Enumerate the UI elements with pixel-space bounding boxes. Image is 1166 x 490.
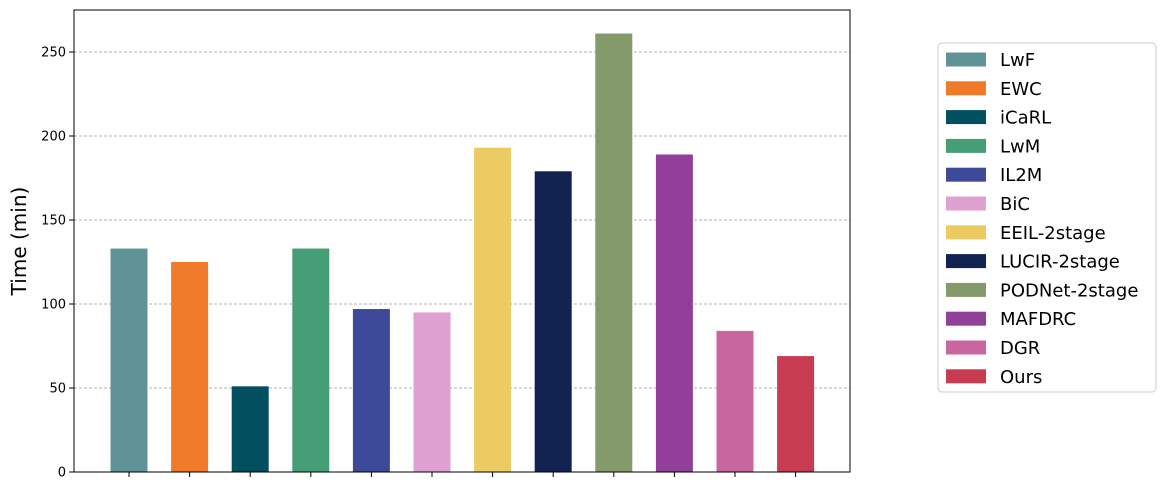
bar-lucir-2stage	[534, 171, 572, 472]
legend-swatch-podnet-2stage	[946, 282, 986, 297]
legend-swatch-mafdrc	[946, 311, 986, 326]
bar-ewc	[171, 262, 209, 472]
legend-swatch-ewc	[946, 81, 986, 96]
bar-podnet-2stage	[595, 33, 633, 473]
legend-label-bic: BiC	[1000, 194, 1030, 215]
legend-label-eeil-2stage: EEIL-2stage	[1000, 223, 1106, 244]
legend-swatch-lwm	[946, 138, 986, 153]
legend-label-ewc: EWC	[1000, 79, 1042, 100]
y-axis-label: Time (min)	[7, 187, 31, 297]
axes: 0 50 100 150 200 250	[41, 9, 851, 481]
legend-label-podnet-2stage: PODNet-2stage	[1000, 280, 1138, 301]
legend-swatch-dgr	[946, 340, 986, 355]
bar-bic	[413, 312, 451, 472]
bar-il2m	[352, 309, 390, 472]
legend-label-lwm: LwM	[1000, 136, 1040, 157]
y-tick-label: 200	[41, 130, 66, 145]
legend-label-ours: Ours	[1000, 367, 1042, 388]
bars	[110, 33, 815, 473]
legend-box	[937, 42, 1157, 393]
legend-label-lwf: LwF	[1000, 50, 1035, 71]
legend-swatch-il2m	[946, 167, 986, 182]
y-tick-label: 250	[41, 46, 66, 61]
bar-icarl	[231, 386, 269, 472]
legend-label-dgr: DGR	[1000, 338, 1040, 359]
legend-swatch-lucir-2stage	[946, 254, 986, 269]
legend-label-lucir-2stage: LUCIR-2stage	[1000, 252, 1120, 273]
bar-dgr	[716, 330, 754, 472]
y-tick-label: 50	[49, 382, 66, 397]
bar-lwm	[292, 248, 330, 472]
legend-label-mafdrc: MAFDRC	[1000, 309, 1076, 330]
bar-eeil-2stage	[474, 147, 512, 472]
legend-swatch-eeil-2stage	[946, 225, 986, 240]
y-tick-label: 100	[41, 298, 66, 313]
legend-swatch-bic	[946, 196, 986, 211]
legend-swatch-icarl	[946, 110, 986, 125]
legend-swatch-lwf	[946, 52, 986, 67]
y-tick-label: 0	[58, 466, 66, 481]
bar-mafdrc	[655, 154, 693, 473]
legend-label-il2m: IL2M	[1000, 165, 1042, 186]
legend-swatch-ours	[946, 369, 986, 384]
bar-ours	[777, 356, 815, 472]
legend-label-icarl: iCaRL	[1000, 108, 1051, 129]
bar-lwf	[110, 248, 148, 472]
y-tick-label: 150	[41, 214, 66, 229]
plot-frame	[73, 9, 851, 473]
legend: LwF EWC iCaRL LwM IL2M BiC EEIL-2stage LUCIR-2s…	[937, 42, 1157, 393]
